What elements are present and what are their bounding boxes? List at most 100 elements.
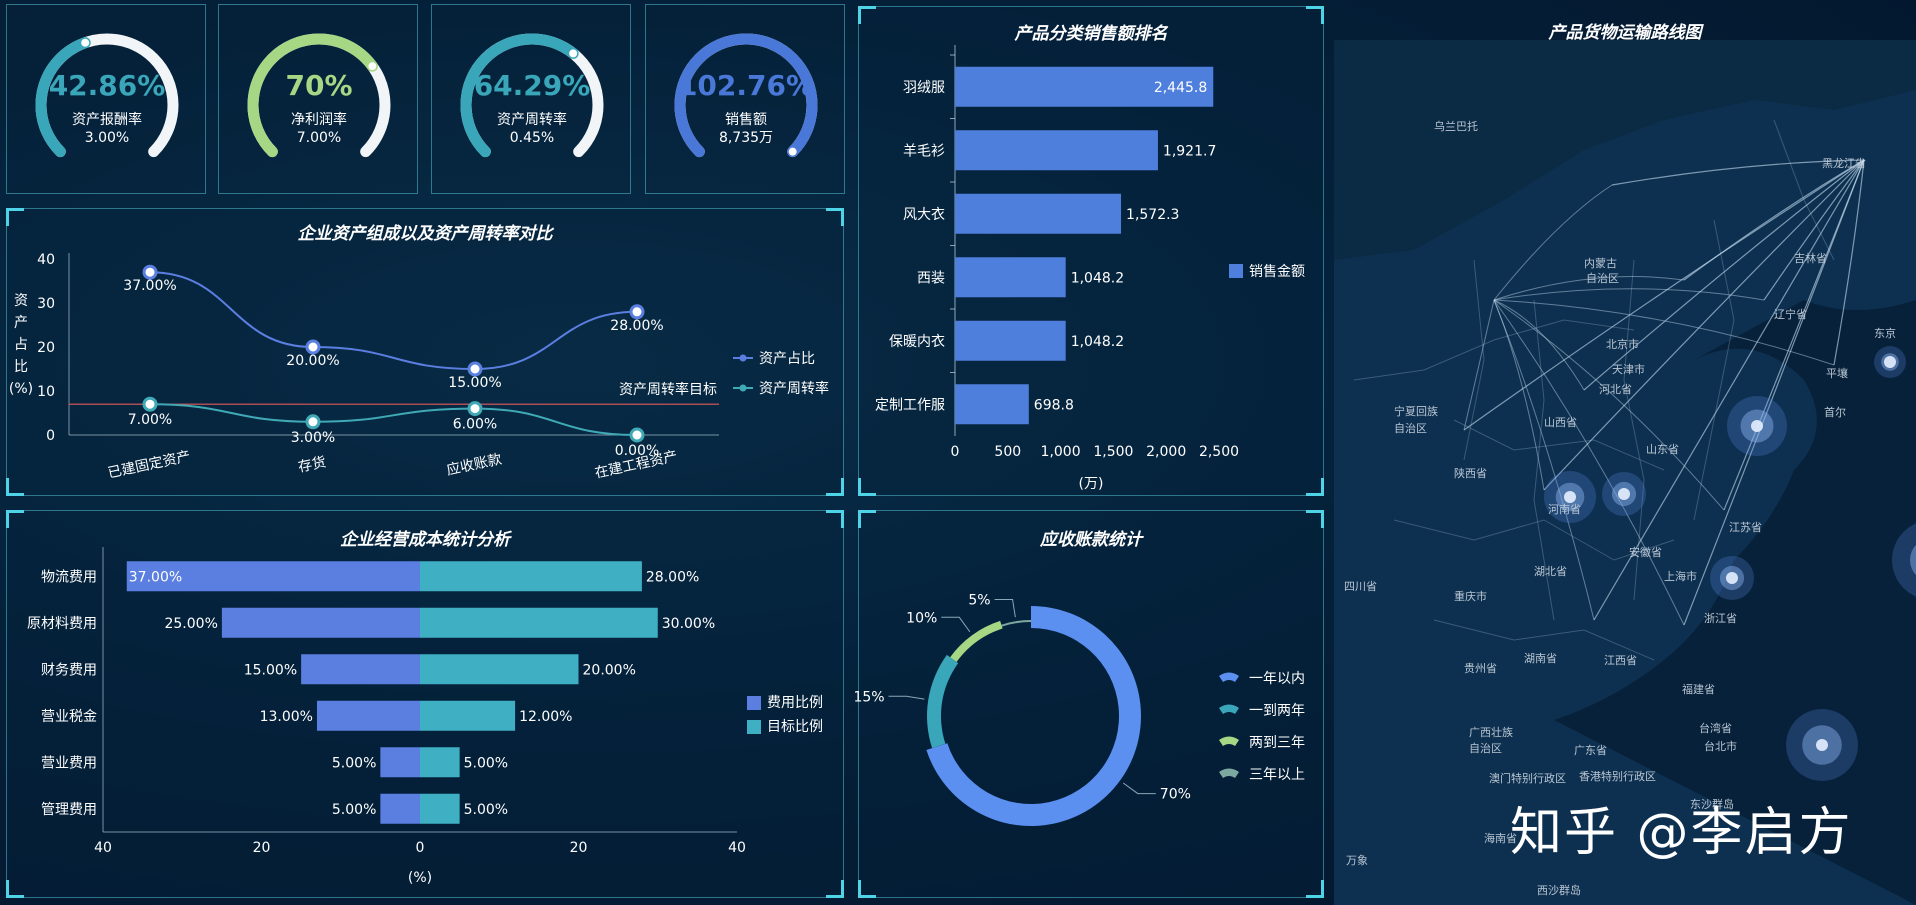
legend-label: 三年以上: [1249, 767, 1305, 783]
gauge-fill: [460, 33, 579, 158]
y-tick-label: 20: [37, 340, 55, 356]
gauge-fill: [247, 33, 378, 158]
map-place-label: 内蒙古: [1584, 257, 1617, 270]
sales-bar: [955, 257, 1066, 298]
category-label: 西装: [917, 270, 945, 286]
receivable-chart-panel: 应收账款统计 70% 15% 10% 5% 一年以内 一到两年 两到三年 三年以上: [853, 510, 1324, 898]
donut-slice: [950, 620, 1003, 662]
target-label: 5.00%: [464, 755, 508, 771]
route-line: [1543, 159, 1865, 491]
data-label: 37.00%: [123, 278, 176, 294]
map-place-label: 自治区: [1469, 742, 1502, 755]
value-label: 698.8: [1034, 397, 1074, 413]
gauge-panel: 102.76% 销售额 8,735万: [645, 4, 845, 194]
map-place-label: 澳门特别行政区: [1489, 772, 1566, 785]
sales-bar: [955, 130, 1158, 171]
gauge-label-text: 资产报酬率: [72, 112, 142, 128]
province-border: [1773, 119, 1835, 261]
slice-label: 15%: [853, 689, 884, 705]
route-line: [1493, 299, 1685, 626]
gauge-label: 资产报酬率 3.00%: [7, 111, 207, 147]
expense-label: 15.00%: [244, 662, 297, 678]
gauge-fill: [674, 33, 818, 158]
map-place-label: 湖南省: [1524, 652, 1557, 665]
gauge-label: 资产周转率 0.45%: [432, 111, 632, 147]
route-line: [1493, 299, 1835, 366]
map-place-label: 乌兰巴托: [1434, 120, 1478, 133]
category-label: 营业费用: [41, 755, 97, 771]
label-leader: [1122, 782, 1156, 795]
map-place-label: 山西省: [1544, 416, 1577, 429]
route-line: [1583, 159, 1865, 391]
x-tick-label: 已建固定资产: [106, 449, 191, 482]
expense-label: 25.00%: [164, 616, 217, 632]
data-point: [305, 414, 321, 430]
expense-label: 13.00%: [260, 709, 313, 725]
route-line: [1611, 159, 1865, 186]
city-node: [1816, 739, 1828, 751]
province-border: [1393, 519, 1675, 561]
x-tick-label: 0: [951, 444, 960, 460]
route-map: [1334, 40, 1916, 905]
value-label: 1,048.2: [1071, 270, 1124, 286]
map-place-label: 东京: [1874, 327, 1896, 340]
route-line: [1683, 159, 1865, 626]
expense-label: 5.00%: [332, 802, 376, 818]
map-place-label: 湖北省: [1534, 565, 1567, 578]
x-tick-label: 40: [94, 840, 112, 856]
map-place-label: 福建省: [1682, 683, 1715, 696]
route-line: [1463, 159, 1865, 431]
x-tick-label: 应收账款: [445, 450, 503, 478]
legend-label: 一年以内: [1249, 671, 1305, 687]
data-point: [467, 401, 483, 417]
target-bar: [420, 561, 642, 592]
data-point: [629, 427, 645, 443]
x-axis-label: (%): [408, 870, 432, 886]
province-border: [1453, 419, 1665, 471]
route-line: [1763, 159, 1865, 301]
x-tick-label: 500: [994, 444, 1021, 460]
legend-label: 资产占比: [759, 351, 815, 367]
sales-bar: [955, 320, 1066, 361]
data-label: 0.00%: [615, 443, 659, 459]
target-bar: [420, 793, 460, 824]
map-place-label: 贵州省: [1464, 662, 1497, 675]
map-place-label: 吉林省: [1794, 252, 1827, 265]
data-label: 3.00%: [291, 430, 335, 446]
slice-label: 10%: [906, 610, 937, 626]
data-label: 20.00%: [286, 353, 339, 369]
city-node: [1564, 491, 1576, 503]
label-leader: [941, 616, 971, 633]
gauge-label-text: 销售额: [725, 112, 767, 128]
target-label: 12.00%: [519, 709, 572, 725]
data-point: [467, 361, 483, 377]
y-axis-label: 产: [14, 315, 28, 331]
map-place-label: 广东省: [1574, 744, 1607, 757]
series-line: [149, 403, 638, 436]
x-tick-label: 2,500: [1199, 444, 1239, 460]
sales-bar: [955, 384, 1029, 425]
legend-swatch: [1229, 264, 1243, 278]
data-point: [305, 339, 321, 355]
route-line: [1493, 299, 1725, 511]
legend-marker: [739, 354, 747, 362]
province-border: [1463, 259, 1485, 461]
donut-slice: [927, 654, 959, 749]
map-place-label: 海南省: [1484, 832, 1517, 845]
expense-label: 37.00%: [129, 569, 182, 585]
x-tick-label: 40: [728, 840, 746, 856]
donut-slice: [1001, 620, 1031, 627]
sea-area: [1554, 300, 1916, 905]
route-line: [1593, 159, 1865, 621]
map-place-label: 黑龙江省: [1822, 157, 1866, 170]
gauge-knob: [569, 49, 578, 58]
target-bar: [420, 654, 579, 685]
category-label: 风大衣: [903, 207, 945, 223]
donut-slice: [926, 606, 1141, 826]
expense-label: 5.00%: [332, 755, 376, 771]
map-place-label: 辽宁省: [1774, 308, 1807, 321]
route-line: [1833, 159, 1865, 366]
province-border: [1533, 299, 1555, 621]
gauge-panel: 42.86% 资产报酬率 3.00%: [6, 4, 206, 194]
